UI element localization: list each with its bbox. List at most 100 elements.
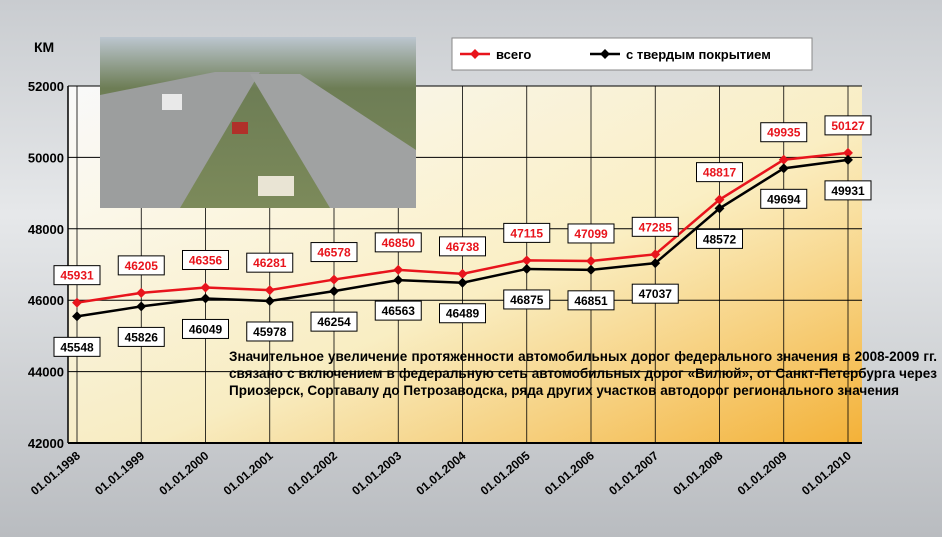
value-label: 47037 [639,287,673,301]
marker [264,285,275,296]
value-label-box [503,222,551,243]
value-label-box [567,223,615,244]
value-label-box [117,326,165,347]
value-label: 46851 [574,294,608,308]
x-tick-label: 01.01.2005 [478,448,533,498]
value-label-box [760,122,808,143]
value-label: 46205 [125,259,159,273]
value-label: 46281 [253,256,287,270]
value-label: 46563 [382,304,416,318]
value-label-box [53,265,101,286]
marker [778,163,789,174]
value-label-box [631,283,679,304]
x-tick-label: 01.01.2010 [799,448,854,498]
x-tick-label: 01.01.2004 [413,448,468,498]
value-label-box [439,303,486,324]
value-label-box [310,242,358,263]
value-label-box [310,311,358,332]
value-label-box [374,300,422,321]
value-label: 46356 [189,253,223,267]
value-label: 46489 [446,307,480,321]
x-tick-label: 01.01.2007 [606,448,661,498]
marker [393,275,404,286]
x-tick-label: 01.01.2002 [285,448,340,498]
marker [329,286,339,297]
marker [457,277,468,288]
marker [843,154,853,165]
value-label: 46875 [510,293,544,307]
value-label: 46049 [189,322,223,336]
photo [100,37,416,208]
value-label-box [439,236,486,257]
marker [200,293,211,304]
marker [650,249,661,260]
value-label-box [503,289,551,310]
marker [264,296,275,306]
value-label-box [696,228,743,249]
value-label-box [182,249,229,270]
marker [457,268,468,279]
x-tick-label: 01.01.1999 [92,448,147,498]
value-label-box [760,188,808,209]
value-label-box [696,162,743,183]
value-label-box [824,180,872,201]
legend-label: всего [496,47,531,62]
legend-label: с твердым покрытием [626,47,771,62]
value-label: 48817 [703,166,737,180]
marker [200,282,211,293]
marker [136,287,147,298]
annotation: Значительное увеличение протяженности ав… [229,349,937,398]
y-axis-label: КМ [34,39,54,55]
marker [329,274,339,285]
marker [521,264,532,274]
y-tick-label: 46000 [28,293,64,308]
value-label: 50127 [831,119,865,133]
legend: всего с твердым покрытием [451,37,813,71]
y-tick-label: 52000 [28,79,64,94]
x-tick-label: 01.01.2006 [542,448,597,498]
marker [650,258,661,269]
value-label: 46254 [317,315,351,329]
value-label: 45978 [253,325,287,339]
value-label: 45931 [60,269,94,283]
value-label: 46738 [446,240,480,254]
value-label-box [374,232,422,253]
y-tick-label: 50000 [28,150,64,165]
value-label: 45548 [60,340,94,354]
x-tick-label: 01.01.2008 [670,448,725,498]
value-label-box [631,216,679,237]
value-label: 45826 [125,330,159,344]
value-label: 47115 [510,226,543,240]
value-label-box [567,290,615,311]
marker [393,264,404,275]
value-label: 46850 [382,236,416,250]
value-label-box [824,115,872,136]
value-label: 47099 [574,227,608,241]
y-tick-label: 44000 [28,365,64,380]
marker [714,203,725,214]
marker [521,255,532,266]
x-tick-label: 01.01.2001 [221,448,276,498]
value-label: 47285 [639,220,673,234]
value-label-box [53,336,101,357]
value-label: 48572 [703,232,737,246]
y-tick-label: 42000 [28,436,64,451]
x-tick-label: 01.01.2009 [735,448,790,498]
x-tick-label: 01.01.2003 [349,448,404,498]
value-label-box [246,252,294,273]
marker [714,194,725,205]
marker [778,154,789,165]
marker [136,301,147,312]
marker [586,256,596,266]
value-label-box [246,321,294,342]
legend-marker [600,49,610,59]
value-label-box [182,318,229,339]
x-tick-label: 01.01.2000 [156,448,211,498]
value-label: 49935 [767,126,801,140]
marker [586,264,596,275]
marker [843,147,853,158]
x-tick-label: 01.01.1998 [28,448,83,498]
y-tick-label: 48000 [28,222,64,237]
value-label: 46578 [317,246,351,260]
